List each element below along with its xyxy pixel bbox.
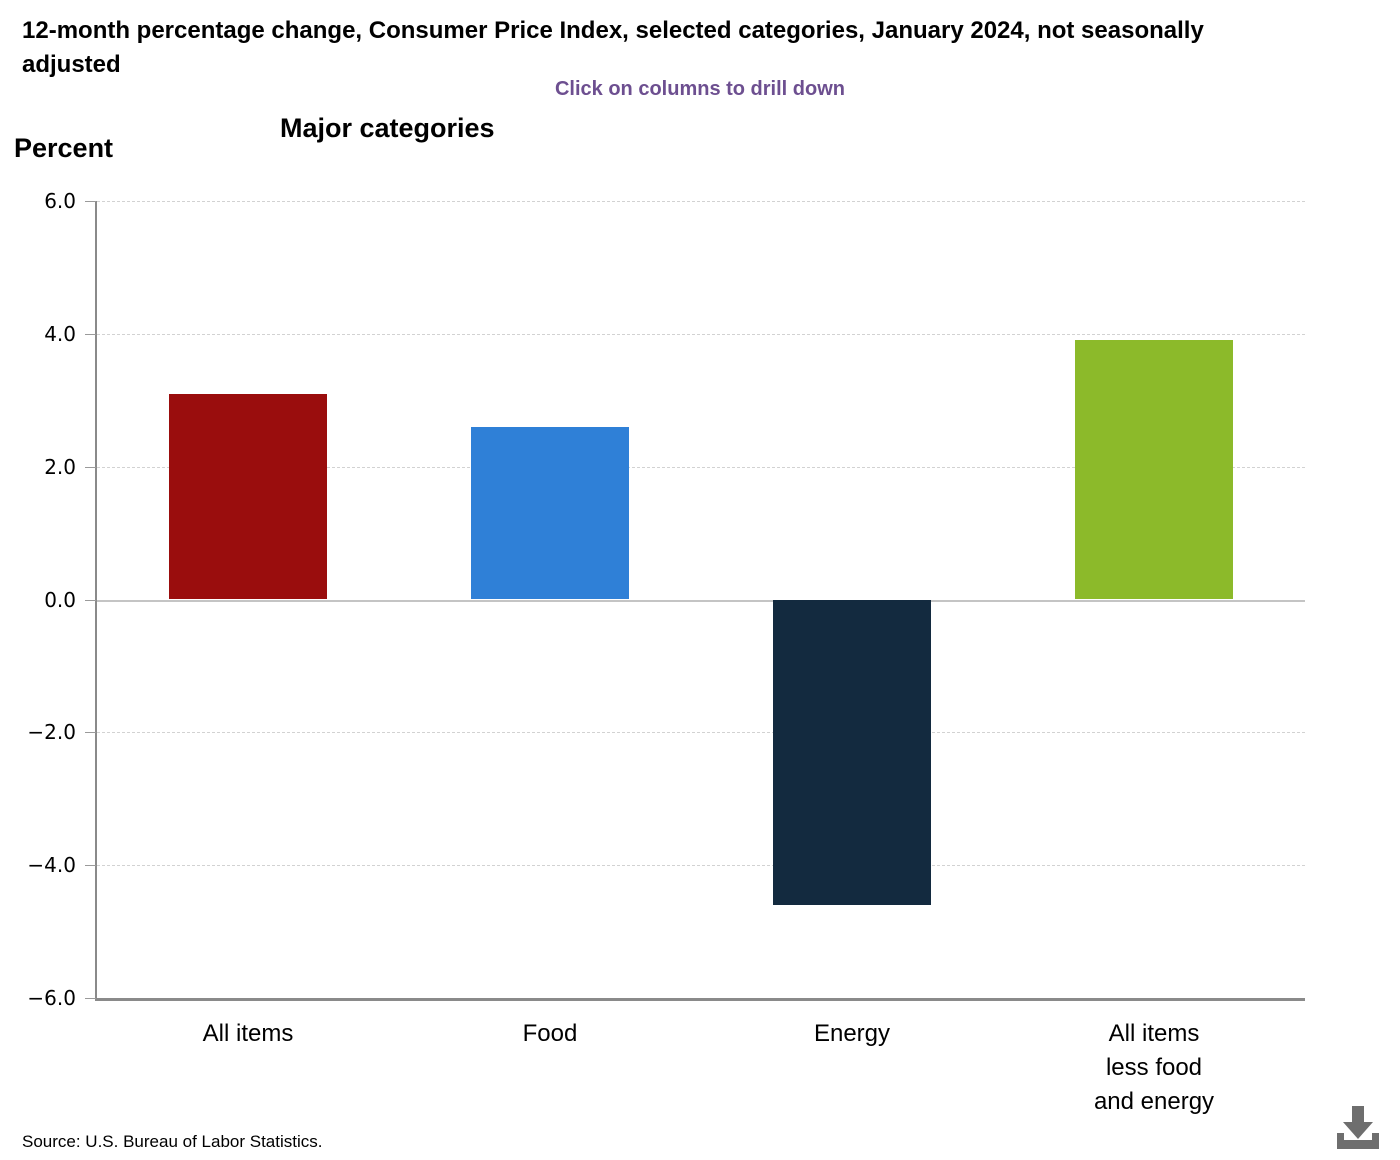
y-axis-tick [85,998,96,999]
gridline [97,865,1305,867]
gridline [97,466,1305,468]
y-axis-tick [85,466,96,468]
x-category-label: All items [202,1020,294,1047]
x-category-label: Food [522,1020,578,1047]
y-axis-tick [85,732,96,734]
x-category-label: Energy [813,1020,891,1047]
y-axis-unit-label: Percent [14,133,114,163]
plot-area [95,201,1305,1001]
gridline [97,333,1305,335]
y-tick-label: −4.0 [27,853,76,878]
y-tick-label: 4.0 [44,321,76,346]
source-text: Source: U.S. Bureau of Labor Statistics. [22,1132,323,1151]
gridline [97,201,1305,202]
bar-food[interactable] [471,426,629,600]
y-axis-tick [85,333,96,335]
y-tick-label: 0.0 [44,587,76,612]
bar-all-items-less-food-and-energy[interactable] [1075,340,1233,600]
zero-line [97,599,1305,602]
bar-all-items[interactable] [169,393,327,600]
drilldown-hint: Click on columns to drill down [554,78,845,100]
y-axis-tick [85,865,96,867]
bar-energy[interactable] [773,599,931,906]
y-axis-tick [85,201,96,202]
page-title: 12-month percentage change, Consumer Pri… [22,17,1204,78]
y-tick-label: 2.0 [44,454,76,479]
y-tick-label: 6.0 [44,189,76,213]
y-tick-label: −6.0 [27,986,76,1010]
y-tick-label: −2.0 [27,720,76,745]
x-category-label: All items less food and energy [1093,1020,1215,1115]
chart-title: Major categories [280,113,495,143]
gridline [97,732,1305,734]
y-axis-tick [85,599,96,601]
download-icon[interactable] [1332,1104,1384,1154]
